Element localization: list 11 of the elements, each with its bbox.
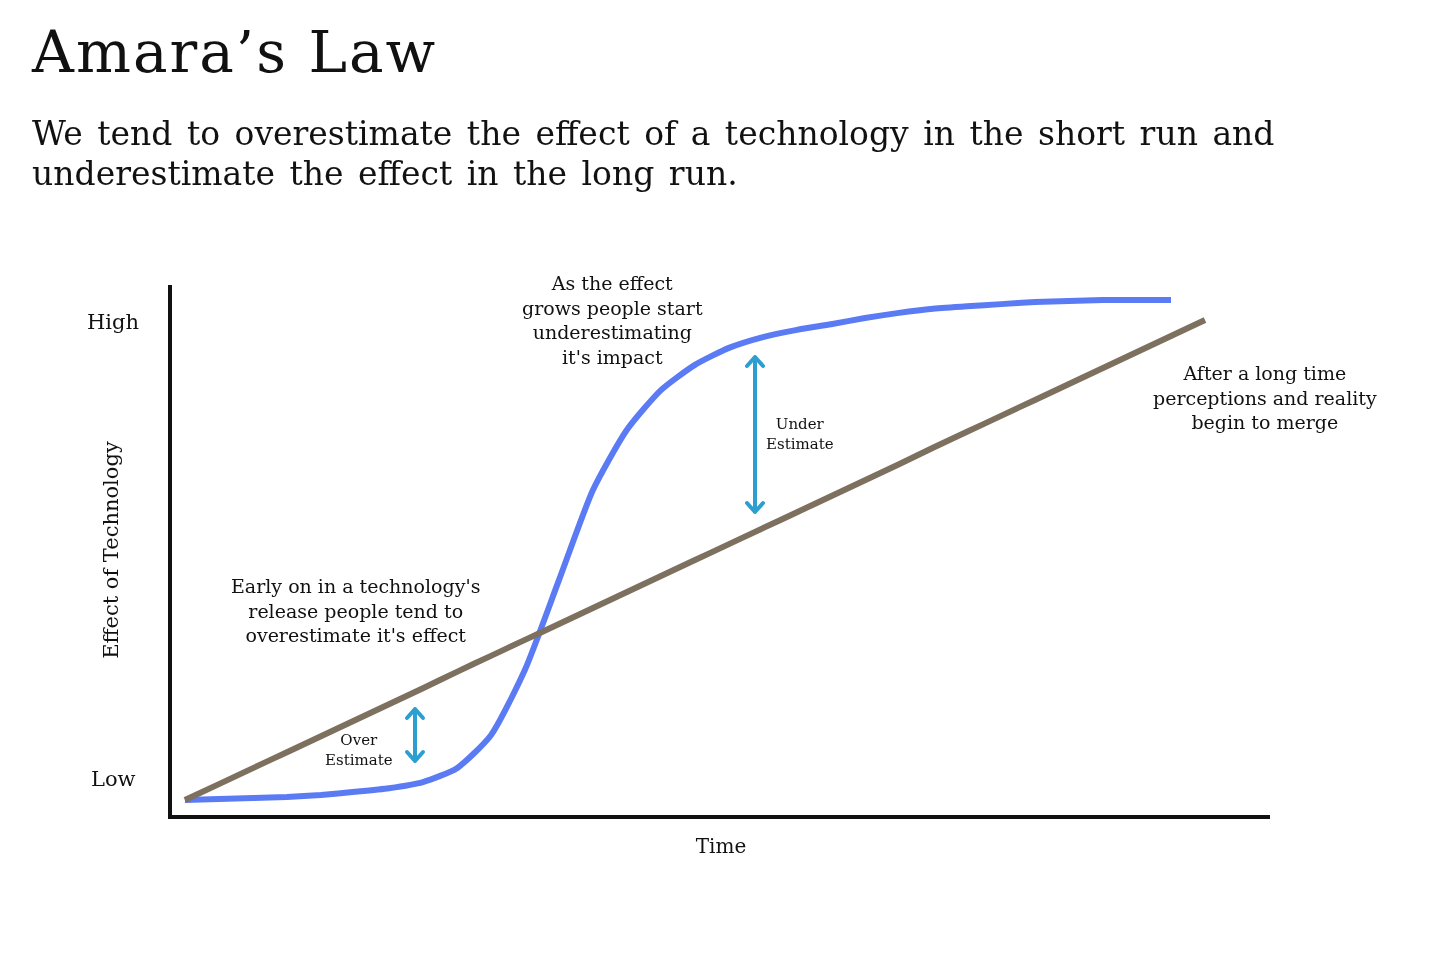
text: High — [87, 310, 139, 334]
chart-title: Amara’s Law — [32, 18, 438, 86]
x-axis-title: Time — [695, 834, 747, 859]
annotation: As the effect grows people start underestimating it's impact — [522, 272, 703, 369]
annotation: Early on in a technology's release people tend to overestimate it's effect — [231, 575, 481, 647]
annotation: After a long time perceptions and reality begin to merge — [1153, 362, 1377, 434]
chart-subtitle: We tend to overestimate the effect of a technology in the short run and underestimate the effect in the long run. — [32, 114, 1276, 194]
annotation: Under Estimate — [766, 415, 834, 453]
text: Low — [91, 767, 136, 791]
y-axis-title: Effect of Technology — [98, 441, 123, 659]
annotation: Over Estimate — [325, 731, 393, 769]
